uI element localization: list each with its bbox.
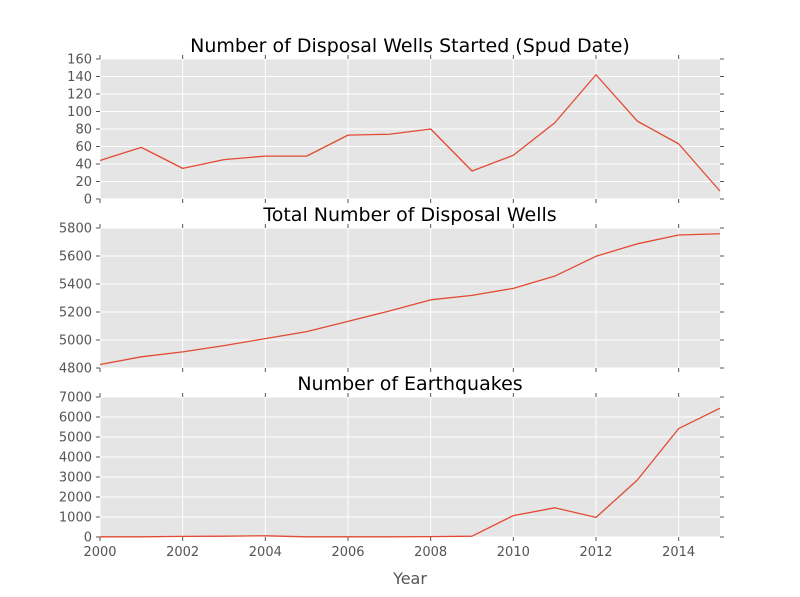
y-tick-label: 0	[84, 193, 92, 208]
y-tick-label: 6000	[59, 411, 92, 426]
subplot-title: Number of Earthquakes	[297, 373, 522, 395]
y-tick-label: 5000	[59, 334, 92, 349]
y-tick-label: 4000	[59, 451, 92, 466]
y-tick-label: 5400	[59, 278, 92, 293]
series-line	[99, 233, 721, 366]
y-tick-label: 100	[67, 105, 92, 120]
plot-area	[100, 397, 720, 537]
subplot-1: 0 20 40 60 80 100 120 140 160 Number of Disposal …	[67, 35, 724, 208]
y-tick-label: 5800	[59, 222, 92, 237]
x-axis-label: Year	[392, 569, 427, 588]
y-tick-label: 5600	[59, 250, 92, 265]
y-tick-label: 5200	[59, 306, 92, 321]
y-tick-label: 5000	[59, 431, 92, 446]
subplot-title: Number of Disposal Wells Started (Spud D…	[190, 35, 630, 57]
y-tick-label: 3000	[59, 471, 92, 486]
y-tick-label: 40	[75, 158, 92, 173]
y-tick-label: 1000	[59, 511, 92, 526]
y-tick-label: 80	[75, 123, 92, 138]
series-line	[99, 74, 721, 192]
y-tick-label: 140	[67, 70, 92, 85]
y-tick-label: 160	[67, 53, 92, 68]
y-tick-label: 20	[75, 175, 92, 190]
subplot-title: Total Number of Disposal Wells	[262, 204, 556, 226]
x-tick-label: 2012	[579, 545, 612, 560]
x-tick-label: 2006	[331, 545, 364, 560]
x-tick-label: 2008	[414, 545, 447, 560]
x-tick-label: 2002	[166, 545, 199, 560]
subplot-2: 4800 5000 5200 5400 5600 5800 Total Number of …	[59, 204, 724, 377]
y-tick-label: 60	[75, 140, 92, 155]
subplot-3: 0 1000 2000 3000 4000 5000 6000 7000 2000 2002 200…	[59, 373, 724, 588]
plot-area	[100, 228, 720, 368]
x-tick-label: 2010	[497, 545, 530, 560]
x-tick-label: 2004	[249, 545, 282, 560]
x-tick-label: 2000	[83, 545, 116, 560]
y-tick-label: 0	[84, 531, 92, 546]
x-tick-label: 2014	[662, 545, 695, 560]
series-line	[100, 407, 721, 538]
y-tick-label: 7000	[59, 391, 92, 406]
y-tick-label: 120	[67, 88, 92, 103]
y-tick-label: 2000	[59, 491, 92, 506]
y-tick-label: 4800	[59, 362, 92, 377]
